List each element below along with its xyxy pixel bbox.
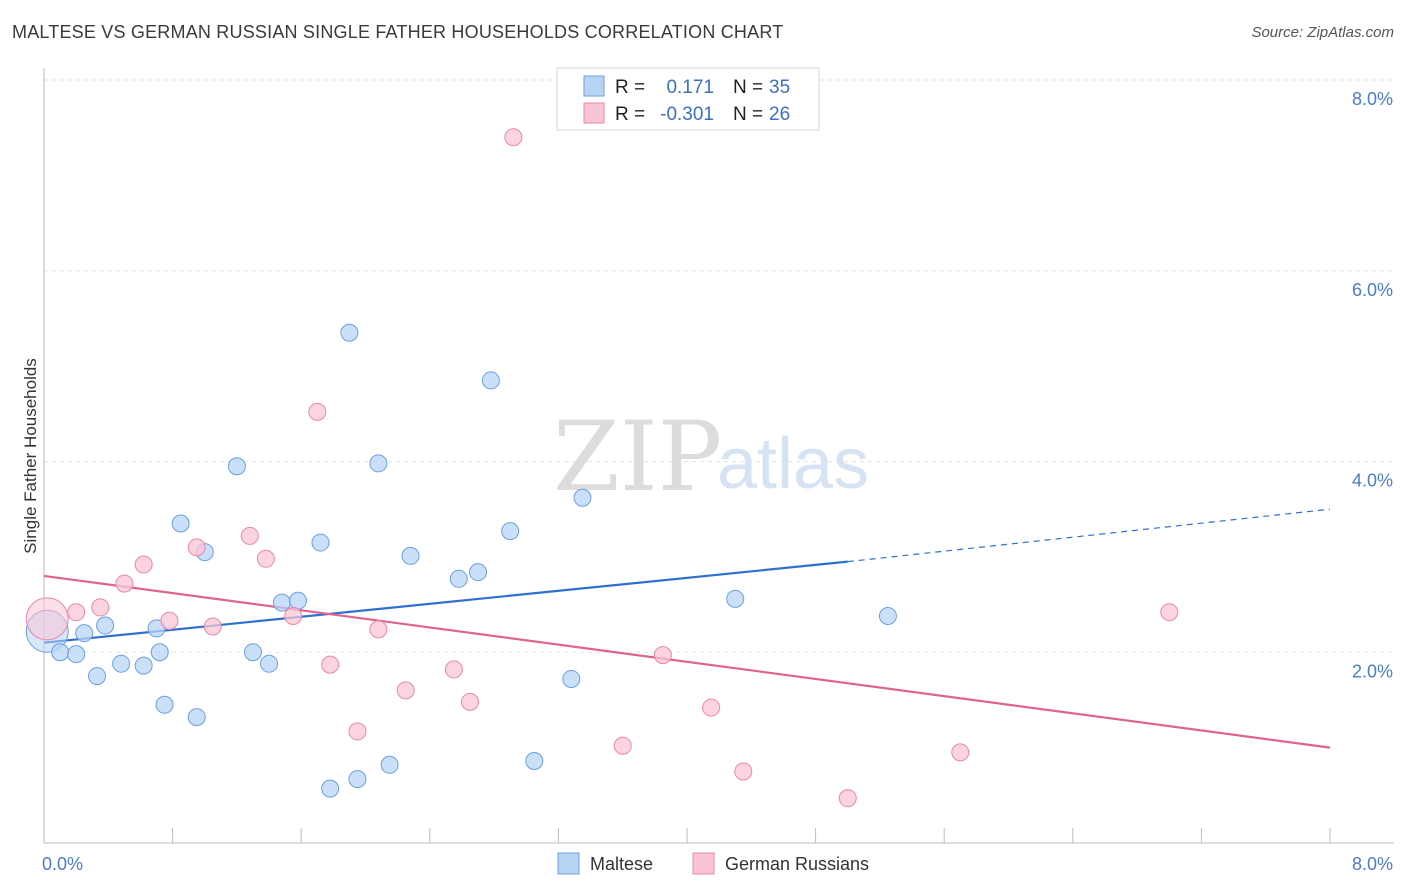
point-german-russians [396,681,415,700]
point-german-russians [504,128,523,147]
legend-n-value-german-russians: 26 [769,104,790,125]
legend-series: Maltese German Russians [557,852,869,875]
point-german-russians [284,607,303,626]
legend-swatch-german-russians [583,102,605,124]
point-maltese [878,607,897,626]
point-maltese [401,546,420,565]
x-tick-label-max: 8.0% [1352,854,1393,874]
point-maltese [75,624,94,643]
point-maltese [96,616,115,635]
x-tick-label-min: 0.0% [42,854,83,874]
point-german-russians [702,698,721,717]
point-maltese [481,371,500,390]
point-maltese [369,454,388,473]
legend-r-value-maltese: 0.171 [666,77,714,98]
watermark-atlas: atlas [717,424,869,504]
y-tick-label: 8.0% [1352,89,1393,109]
legend-r-value-german-russians: -0.301 [660,104,714,125]
legend-n-label-german-russians: N = [733,104,763,125]
point-maltese [321,779,340,798]
point-maltese [469,563,488,582]
point-german-russians [308,402,327,421]
gridlines [44,79,1394,653]
legend-bottom-swatch-german-russians [692,852,715,875]
point-maltese [260,654,279,673]
point-german-russians [256,549,275,568]
trend-lines [43,508,1331,749]
point-german-russians [838,789,857,808]
legend-n-label-maltese: N = [733,77,763,98]
point-german-russians [25,597,69,641]
point-german-russians [91,598,110,617]
point-german-russians [203,617,222,636]
y-tick-label: 2.0% [1352,661,1393,681]
point-german-russians [1160,603,1179,622]
point-maltese [88,667,107,686]
y-axis-label: Single Father Households [21,358,40,554]
point-maltese [272,593,291,612]
point-german-russians [187,538,206,557]
legend-r-label-german-russians: R = [615,104,645,125]
point-german-russians [348,722,367,741]
trend-line-0 [43,560,848,644]
legend-stats: R = 0.171 N = 35 R = -0.301 N = 26 [556,67,820,131]
chart-title: MALTESE VS GERMAN RUSSIAN SINGLE FATHER … [12,22,784,42]
scatter-points [25,128,1179,808]
point-maltese [171,514,190,533]
legend-swatch-maltese [583,75,605,97]
point-maltese [134,656,153,675]
point-maltese [380,755,399,774]
point-maltese [573,488,592,507]
trend-line-1 [43,574,1331,749]
point-maltese [227,457,246,476]
point-maltese [187,708,206,727]
point-german-russians [653,646,672,665]
point-german-russians [734,762,753,781]
legend-bottom-label-german-russians: German Russians [725,854,869,874]
point-maltese [112,654,131,673]
point-german-russians [67,603,86,622]
point-maltese [51,643,70,662]
point-german-russians [115,574,134,593]
point-german-russians [134,555,153,574]
y-tick-label: 6.0% [1352,280,1393,300]
point-maltese [501,522,520,541]
point-maltese [340,323,359,342]
point-maltese [288,591,307,610]
point-german-russians [613,736,632,755]
legend-bottom-label-maltese: Maltese [590,854,653,874]
legend-n-value-maltese: 35 [769,77,790,98]
point-maltese [155,695,174,714]
y-tick-label: 4.0% [1352,471,1393,491]
trend-line-extension-0 [847,508,1331,563]
point-german-russians [460,692,479,711]
point-maltese [243,643,262,662]
point-german-russians [160,611,179,630]
point-maltese [562,669,581,688]
legend-r-label-maltese: R = [615,77,645,98]
point-german-russians [444,660,463,679]
point-maltese [726,589,745,608]
point-german-russians [321,655,340,674]
point-maltese [67,645,86,664]
point-german-russians [240,526,259,545]
point-maltese [311,533,330,552]
source-label: Source: ZipAtlas.com [1251,24,1394,41]
point-german-russians [951,743,970,762]
watermark: ZIP atlas [553,401,869,513]
y-tick-labels: 2.0% 4.0% 6.0% 8.0% [1352,89,1393,681]
point-maltese [525,751,544,770]
point-maltese [449,569,468,588]
x-ticks [172,828,1331,843]
axes [43,68,1394,844]
point-maltese [348,770,367,789]
point-maltese [150,643,169,662]
legend-bottom-swatch-maltese [557,852,580,875]
point-german-russians [369,620,388,639]
